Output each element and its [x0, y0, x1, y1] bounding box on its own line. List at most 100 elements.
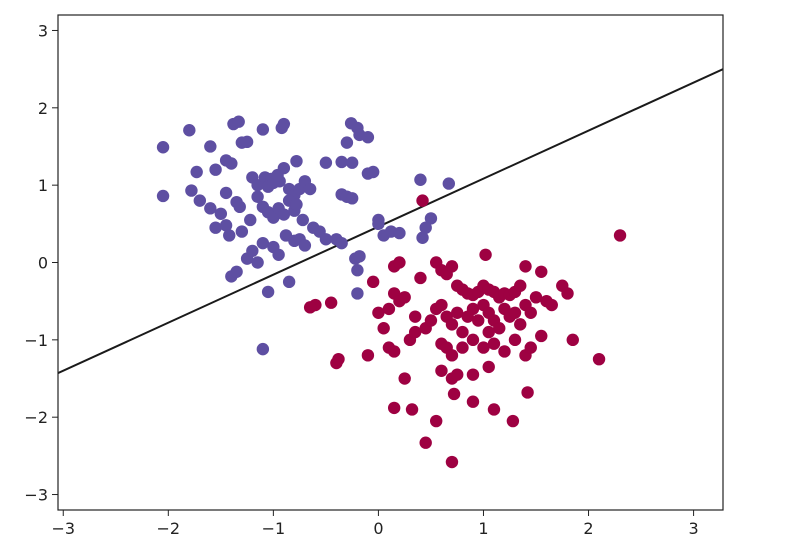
- scatter-point-series-2: [487, 337, 501, 350]
- scatter-point-series-2: [447, 387, 461, 401]
- scatter-point-series-2: [424, 314, 438, 327]
- scatter-point-series-2: [398, 372, 411, 385]
- scatter-point-series-2: [493, 322, 506, 335]
- plot-frame: [57, 14, 724, 511]
- scatter-point-series-1: [256, 236, 270, 250]
- scatter-point-series-1: [193, 194, 207, 207]
- y-tick-label: −1: [24, 331, 48, 350]
- scatter-point-series-2: [529, 291, 543, 304]
- scatter-point-series-1: [271, 168, 284, 182]
- scatter-point-series-1: [442, 177, 456, 190]
- scatter-point-series-1: [209, 221, 222, 234]
- scatter-point-series-1: [246, 244, 259, 258]
- scatter-point-series-2: [613, 229, 627, 242]
- scatter-point-series-1: [272, 248, 285, 261]
- scatter-point-series-2: [535, 265, 548, 278]
- x-tick-label: 0: [373, 519, 383, 538]
- x-tick-label: 1: [478, 519, 488, 538]
- scatter-point-series-1: [251, 256, 264, 269]
- y-tick-label: 1: [38, 176, 48, 195]
- scatter-point-series-1: [244, 213, 257, 227]
- x-tick-label: 3: [688, 519, 698, 538]
- scatter-point-series-1: [345, 156, 359, 169]
- scatter-point-series-2: [566, 333, 579, 347]
- scatter-point-series-1: [372, 217, 385, 231]
- x-tick-label: −2: [157, 519, 181, 538]
- scatter-point-series-1: [290, 154, 303, 168]
- scatter-point-series-1: [251, 190, 264, 203]
- scatter-point-series-1: [424, 212, 438, 225]
- scatter-point-series-1: [240, 135, 254, 149]
- scatter-point-series-2: [366, 275, 380, 289]
- scatter-point-series-2: [416, 194, 429, 207]
- scatter-point-series-1: [209, 163, 222, 176]
- y-tick-label: 3: [38, 21, 48, 40]
- scatter-point-series-1: [183, 124, 196, 137]
- scatter-point-series-1: [185, 184, 198, 197]
- scatter-point-series-1: [335, 155, 348, 169]
- scatter-point-series-2: [445, 455, 459, 469]
- scatter-point-series-2: [393, 256, 406, 269]
- scatter-point-series-2: [429, 414, 443, 428]
- scatter-point-series-1: [416, 231, 429, 244]
- scatter-point-series-2: [445, 349, 459, 362]
- y-tick-label: −2: [24, 408, 48, 427]
- scatter-point-series-1: [419, 221, 432, 234]
- scatter-point-series-2: [592, 352, 606, 366]
- scatter-point-series-2: [408, 325, 422, 339]
- scatter-point-series-1: [267, 211, 280, 224]
- scatter-point-series-2: [387, 345, 401, 358]
- scatter-point-series-1: [233, 200, 246, 214]
- scatter-point-series-1: [366, 165, 380, 179]
- scatter-point-series-2: [405, 403, 419, 416]
- scatter-point-series-2: [479, 248, 492, 261]
- scatter-point-series-2: [482, 360, 495, 374]
- scatter-point-series-2: [545, 298, 558, 312]
- data-points: [156, 115, 627, 469]
- y-tick-label: 2: [38, 99, 48, 118]
- scatter-point-series-2: [435, 298, 448, 312]
- scatter-point-series-1: [393, 226, 406, 240]
- scatter-point-series-1: [353, 250, 366, 263]
- scatter-point-series-2: [372, 306, 385, 319]
- scatter-point-series-2: [498, 345, 511, 358]
- scatter-point-series-1: [335, 236, 348, 250]
- scatter-point-series-1: [223, 229, 236, 242]
- scatter-point-series-2: [477, 341, 490, 354]
- scatter-point-series-1: [230, 265, 243, 278]
- scatter-point-series-1: [219, 219, 233, 232]
- scatter-point-series-1: [277, 117, 291, 131]
- scatter-point-series-2: [414, 271, 427, 285]
- scatter-point-series-2: [382, 302, 396, 316]
- scatter-point-series-2: [435, 364, 448, 377]
- scatter-point-series-1: [219, 186, 233, 200]
- scatter-point-series-1: [204, 140, 217, 153]
- scatter-point-series-2: [466, 395, 480, 408]
- x-axis: −3 −2 −1 0 1 2 3: [51, 510, 699, 538]
- scatter-point-series-1: [296, 213, 309, 227]
- scatter-point-series-1: [214, 207, 228, 220]
- scatter-point-series-2: [508, 333, 522, 347]
- scatter-point-series-2: [445, 318, 459, 331]
- x-tick-label: −1: [262, 519, 286, 538]
- scatter-point-series-1: [225, 157, 238, 170]
- scatter-point-series-2: [445, 260, 459, 273]
- scatter-point-series-2: [303, 301, 317, 314]
- scatter-point-series-2: [514, 279, 527, 292]
- scatter-point-series-2: [419, 436, 432, 449]
- scatter-point-series-1: [351, 287, 364, 300]
- scatter-point-series-1: [204, 202, 217, 215]
- scatter-point-series-2: [451, 368, 464, 381]
- scatter-point-series-2: [361, 349, 375, 362]
- scatter-point-series-1: [290, 198, 303, 211]
- scatter-point-series-2: [408, 310, 422, 323]
- scatter-point-series-1: [261, 285, 275, 299]
- scatter-point-series-1: [277, 208, 291, 221]
- scatter-point-series-1: [282, 275, 296, 289]
- scatter-point-series-1: [319, 233, 333, 246]
- scatter-point-series-2: [482, 325, 495, 339]
- scatter-point-series-1: [256, 123, 270, 136]
- scatter-point-series-1: [319, 156, 333, 169]
- y-axis: −3 −2 −1 0 1 2 3: [24, 21, 58, 505]
